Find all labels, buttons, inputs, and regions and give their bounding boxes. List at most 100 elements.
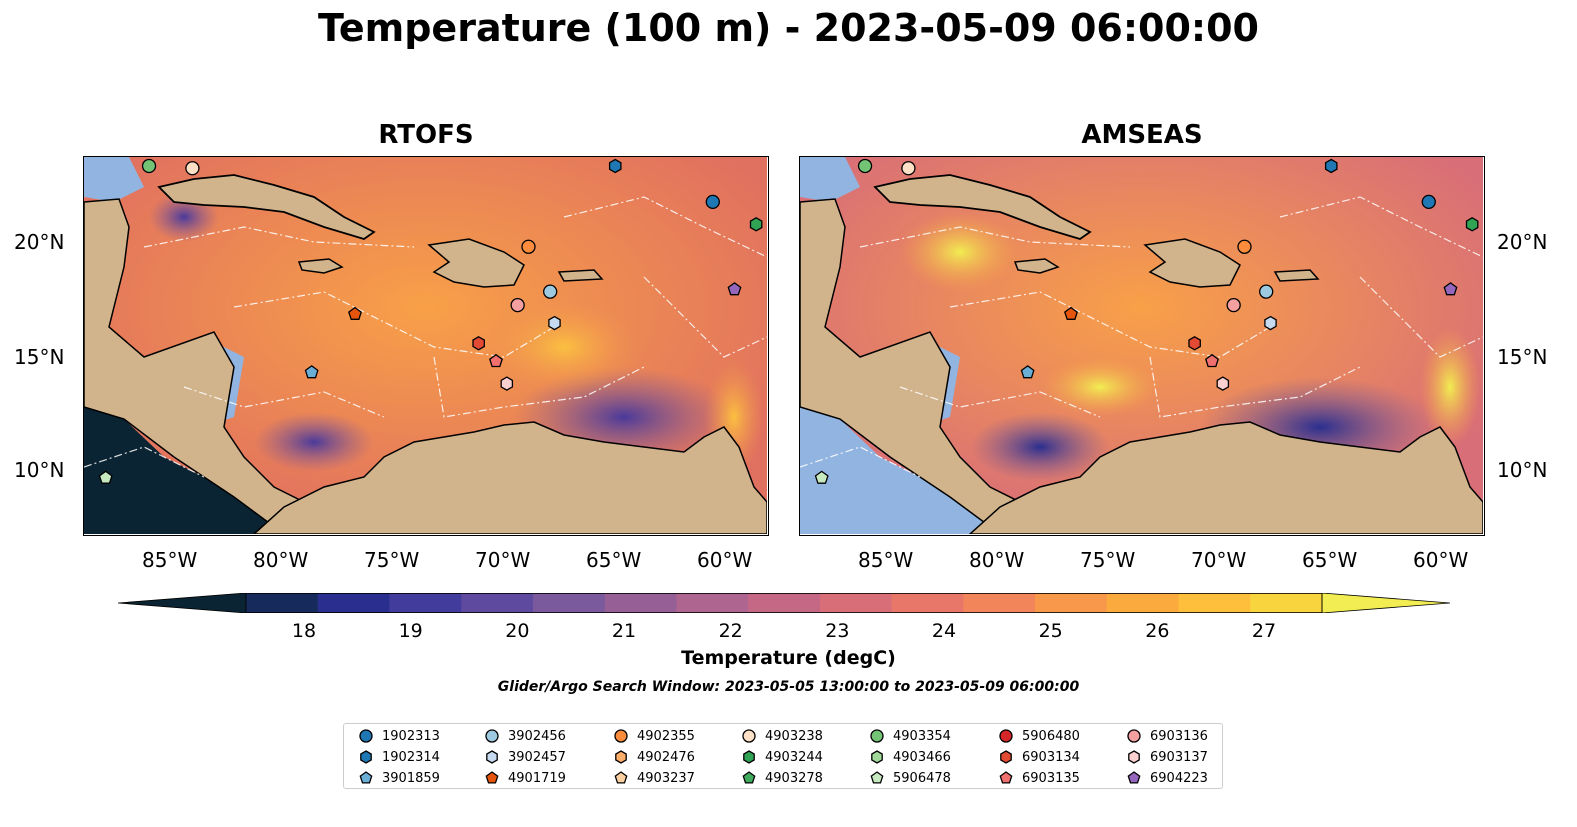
float-marker-4902355: [1237, 239, 1252, 254]
float-legend: 1902313 1902314 3901859 3902456 3902457 49017…: [343, 723, 1223, 789]
circle-marker-icon: [614, 729, 628, 743]
cool-region: [970, 412, 1110, 482]
pentagon-marker-icon: [999, 771, 1013, 784]
hexagon-marker-icon: [1128, 750, 1140, 764]
legend-item: 1902313: [358, 726, 440, 746]
float-marker-6903134: [1188, 336, 1201, 351]
float-marker-4901719: [1064, 306, 1078, 320]
lon-label: 75°W: [364, 548, 420, 572]
puerto-rico-land: [1273, 269, 1320, 282]
colorbar-segment: [532, 593, 606, 613]
pentagon-marker-icon: [614, 771, 628, 784]
colorbar-tick-label: 20: [505, 620, 530, 642]
lon-label: 70°W: [475, 548, 531, 572]
float-marker-1902314: [1324, 158, 1338, 174]
float-marker-3902456: [543, 284, 558, 299]
colorbar-segment: [317, 593, 390, 613]
jamaica-land: [297, 258, 344, 274]
pentagon-marker-icon: [485, 771, 499, 784]
cuba-land: [157, 174, 376, 240]
colorbar-segment: [1250, 593, 1323, 613]
float-marker-4903354: [141, 158, 157, 174]
colorbar-segment: [1178, 593, 1251, 613]
circle-marker-icon: [999, 729, 1013, 743]
legend-label: 4903278: [765, 770, 823, 786]
legend-item: 6903135: [998, 768, 1080, 788]
colorbar-tick-label: 18: [291, 620, 317, 642]
legend-item: 3902456: [484, 726, 566, 746]
float-marker-3901859: [1020, 365, 1035, 379]
circle-marker-icon: [359, 729, 373, 743]
colorbar-extend-high: [1321, 592, 1451, 614]
legend-label: 6903135: [1022, 770, 1080, 786]
warm-region: [900, 212, 1020, 292]
map-svg-rtofs: [66, 157, 768, 535]
hexagon-marker-icon: [360, 750, 372, 764]
legend-item: 1902314: [358, 747, 440, 767]
map-panel-amseas[interactable]: [782, 156, 1485, 536]
float-marker-5906478: [98, 470, 113, 484]
jamaica-land: [1013, 258, 1060, 274]
panel-title-amseas: AMSEAS: [1081, 120, 1203, 150]
colorbar-segment: [246, 593, 319, 613]
legend-item: 4903244: [741, 747, 823, 767]
legend-label: 5906478: [893, 770, 951, 786]
lat-label-left: 20°N: [14, 230, 65, 254]
colorbar-segment: [891, 593, 964, 613]
float-marker-4903238: [901, 161, 916, 176]
lon-label: 60°W: [1413, 548, 1469, 572]
figure-title: Temperature (100 m) - 2023-05-09 06:00:0…: [317, 6, 1259, 50]
legend-item: 6903134: [998, 747, 1080, 767]
float-markers-amseas: [782, 158, 1479, 484]
pentagon-marker-icon: [742, 771, 756, 784]
legend-item: 4903466: [869, 747, 951, 767]
colorbar-label: Temperature (degC): [681, 647, 896, 669]
hexagon-marker-icon: [1000, 750, 1012, 764]
colorbar-tick-label: 24: [931, 620, 957, 642]
circle-marker-icon: [742, 729, 756, 743]
float-marker-4903354: [857, 158, 873, 174]
float-marker-4903238: [185, 161, 200, 176]
legend-item: 4901719: [484, 768, 566, 788]
lon-label: 65°W: [1302, 548, 1358, 572]
circle-marker-icon: [1127, 729, 1141, 743]
float-marker-1902313: [1421, 194, 1436, 210]
legend-item: 3902457: [484, 747, 566, 767]
legend-label: 4903354: [893, 728, 951, 744]
legend-item: 6904223: [1126, 768, 1208, 788]
colorbar: [117, 592, 1451, 614]
float-markers-rtofs: [66, 158, 763, 484]
legend-item: 5906480: [998, 726, 1080, 746]
float-marker-4901719: [348, 306, 362, 320]
legend-label: 3902456: [508, 728, 566, 744]
legend-item: 4902355: [613, 726, 695, 746]
eez-boundaries: [799, 196, 1484, 478]
colorbar-segment: [748, 593, 821, 613]
colorbar-tick-label: 27: [1251, 620, 1277, 642]
puerto-rico-land: [557, 269, 604, 282]
colorbar-segment: [461, 593, 534, 613]
legend-item: 6903137: [1126, 747, 1208, 767]
map-panel-rtofs[interactable]: [66, 156, 769, 536]
colorbar-border: [245, 593, 1323, 613]
colorbar-segment: [1035, 593, 1108, 613]
colorbar-tick-label: 25: [1038, 620, 1063, 642]
hexagon-marker-icon: [871, 750, 883, 764]
central-america-land: [799, 198, 1101, 535]
south-america-land: [252, 421, 768, 535]
float-marker-6904223: [727, 282, 742, 296]
warm-region: [1040, 357, 1160, 417]
float-marker-6904223: [1443, 282, 1458, 296]
hexagon-marker-icon: [486, 750, 498, 764]
panel-title-rtofs: RTOFS: [378, 120, 474, 150]
lat-label-right: 10°N: [1497, 458, 1548, 482]
no-data-water: [800, 407, 1000, 534]
legend-label: 4903238: [765, 728, 823, 744]
float-marker-6903135: [489, 353, 503, 368]
central-america-land: [83, 198, 385, 535]
float-marker-6903137: [1216, 376, 1230, 391]
float-marker-1902313: [705, 194, 720, 210]
legend-label: 4903244: [765, 749, 823, 765]
circle-marker-icon: [485, 729, 499, 743]
legend-label: 4902355: [637, 728, 695, 744]
